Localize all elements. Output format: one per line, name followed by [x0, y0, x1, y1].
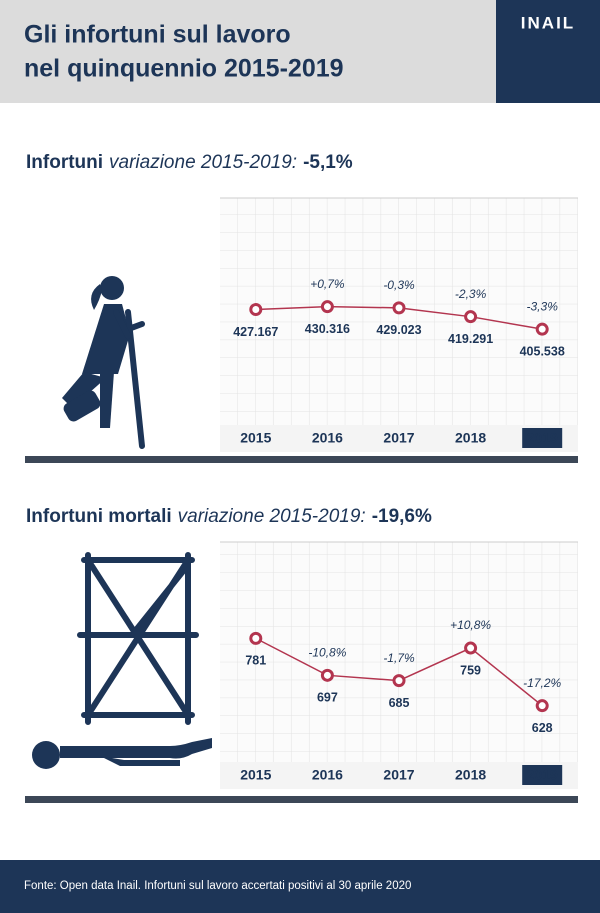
value-label: 628 [532, 721, 553, 735]
point [320, 668, 334, 682]
plot-grid [220, 542, 578, 762]
title-change: -19,6% [372, 506, 432, 527]
value-label: 685 [389, 696, 410, 710]
chart: Infortuni variazione 2015-2019: -5,1% 2015 4… [25, 152, 578, 463]
point [464, 310, 478, 324]
change-label: -2,3% [455, 287, 487, 301]
header-title: nel quinquennio 2015-2019 [24, 55, 344, 83]
logo: INAIL [521, 13, 575, 32]
point [392, 674, 406, 688]
x-tick-label: 2017 [383, 767, 414, 783]
title-subject: Infortuni mortali [26, 506, 172, 527]
point [249, 631, 263, 645]
value-label: 697 [317, 691, 338, 705]
change-label: -1,7% [383, 651, 415, 665]
chart-title: Infortuni variazione 2015-2019: -5,1% [26, 152, 353, 173]
base-bar [25, 796, 578, 803]
footer-band [0, 860, 600, 913]
change-label: -10,8% [308, 645, 346, 659]
x-tick-label: 2018 [455, 430, 486, 446]
x-tick-label: 2019 [527, 767, 558, 783]
change-label: +0,7% [310, 277, 345, 291]
point [535, 322, 549, 336]
value-label: 419.291 [448, 332, 493, 346]
value-label: 781 [245, 654, 266, 668]
value-label: 405.538 [520, 344, 565, 358]
value-label: 429.023 [376, 323, 421, 337]
x-tick-label: 2015 [240, 430, 271, 446]
chart-title: Infortuni mortali variazione 2015-2019: -1… [26, 506, 432, 527]
point [464, 641, 478, 655]
value-label: 759 [460, 663, 481, 677]
title-label: variazione 2015-2019: [109, 152, 297, 173]
change-label: -17,2% [523, 676, 561, 690]
change-label: -3,3% [527, 299, 559, 313]
change-label: +10,8% [450, 618, 491, 632]
highlight [522, 428, 563, 448]
x-tick-label: 2017 [383, 430, 414, 446]
axis-row [220, 425, 578, 452]
point [320, 300, 334, 314]
point [249, 303, 263, 317]
title-subject: Infortuni [26, 152, 103, 173]
x-tick-label: 2015 [240, 767, 271, 783]
change-label: -0,3% [383, 278, 415, 292]
point [392, 301, 406, 315]
x-tick-label: 2018 [455, 767, 486, 783]
x-tick-label: 2016 [312, 767, 343, 783]
injured-figure [62, 276, 145, 449]
title-label: variazione 2015-2019: [178, 506, 366, 527]
value-label: 427.167 [233, 325, 278, 339]
axis-row [220, 762, 578, 789]
footer: Fonte: Open data Inail. Infortuni sul la… [24, 880, 411, 892]
title-change: -5,1% [303, 152, 353, 173]
scaffold-figure [32, 552, 212, 769]
logo-box [496, 0, 600, 103]
chart: Infortuni mortali variazione 2015-2019: -1… [25, 506, 578, 803]
x-tick-label: 2016 [312, 430, 343, 446]
value-label: 430.316 [305, 322, 350, 336]
base-bar [25, 456, 578, 463]
highlight [522, 765, 563, 785]
point [535, 699, 549, 713]
x-tick-label: 2019 [527, 430, 558, 446]
header-title: Gli infortuni sul lavoro [24, 21, 291, 49]
